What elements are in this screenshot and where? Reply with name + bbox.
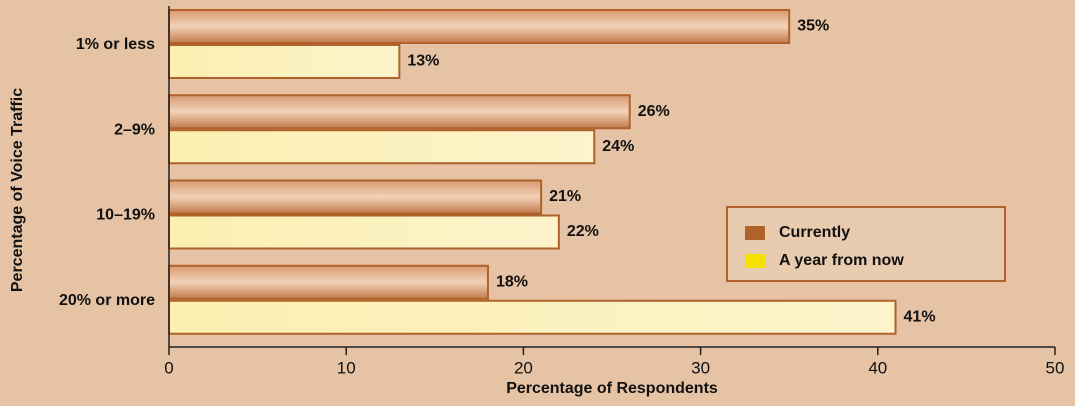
x-tick-label: 30 xyxy=(691,358,710,377)
legend-label: A year from now xyxy=(779,252,904,269)
x-tick-label: 0 xyxy=(164,358,173,377)
bar xyxy=(168,94,631,130)
y-axis-title: Percentage of Voice Traffic xyxy=(9,88,26,292)
value-label: 21% xyxy=(549,188,581,205)
y-tick-label: 20% or more xyxy=(59,292,155,309)
value-label: 18% xyxy=(496,273,528,290)
value-label: 22% xyxy=(567,223,599,240)
bar xyxy=(168,179,543,215)
value-label: 26% xyxy=(638,103,670,120)
legend-swatch xyxy=(745,226,765,240)
bar xyxy=(168,299,897,335)
legend-swatch xyxy=(745,254,765,268)
value-label: 24% xyxy=(602,138,634,155)
bar xyxy=(168,264,489,300)
legend-label: Currently xyxy=(779,224,850,241)
value-label: 35% xyxy=(797,18,829,35)
bar xyxy=(168,129,596,165)
x-tick-label: 10 xyxy=(337,358,356,377)
y-tick-label: 1% or less xyxy=(76,36,155,53)
value-label: 13% xyxy=(407,53,439,70)
bar xyxy=(168,214,560,250)
x-tick-label: 50 xyxy=(1046,358,1065,377)
x-tick-label: 20 xyxy=(514,358,533,377)
value-label: 41% xyxy=(904,308,936,325)
x-axis-title: Percentage of Respondents xyxy=(506,380,718,397)
legend-box xyxy=(726,206,1006,282)
bar xyxy=(168,9,791,44)
bar xyxy=(168,44,401,79)
y-tick-label: 2–9% xyxy=(114,121,155,138)
y-tick-label: 10–19% xyxy=(96,207,155,224)
x-tick-label: 40 xyxy=(868,358,887,377)
